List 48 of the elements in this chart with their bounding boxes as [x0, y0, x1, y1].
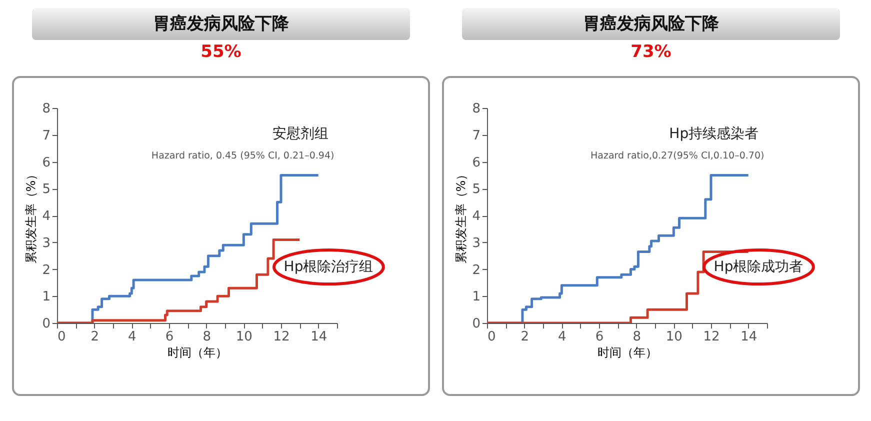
x-tick-label: 12 [273, 330, 290, 344]
series-label: Hp根除成功者 [714, 259, 804, 276]
y-tick-label: 8 [472, 102, 480, 116]
series-label: Hp根除治疗组 [284, 259, 374, 276]
x-axis-title: 时间（年） [598, 346, 658, 360]
chart-title: 胃癌发病风险下降 [462, 8, 840, 40]
x-tick-label: 8 [202, 330, 211, 344]
x-tick-label: 2 [90, 330, 99, 344]
x-tick-label: 10 [666, 330, 682, 344]
y-tick-label: 0 [472, 316, 480, 332]
x-tick-label: 6 [595, 330, 604, 344]
text: Hp持续感染者 [669, 126, 759, 142]
chart-subtitle: 73% [630, 41, 672, 64]
y-tick-label: 5 [42, 182, 50, 198]
x-tick-label: 6 [165, 330, 174, 344]
y-tick-label: 6 [472, 155, 480, 170]
y-tick-label: 4 [472, 209, 480, 224]
y-tick-label: 4 [42, 209, 50, 224]
y-tick-label: 1 [472, 290, 480, 305]
chart-subtitle: 55% [200, 41, 242, 64]
y-tick-label: 2 [472, 262, 480, 278]
y-tick-label: 8 [42, 102, 50, 116]
y-tick-label: 3 [42, 236, 50, 251]
y-axis-title: 累积发生率（%） [24, 168, 38, 264]
x-tick-label: 12 [703, 330, 720, 344]
y-tick-label: 5 [472, 182, 480, 198]
y-axis-title: 累积发生率（%） [454, 168, 468, 264]
x-tick-label: 14 [740, 330, 758, 344]
x-tick-label: 10 [236, 330, 252, 344]
x-tick-label: 0 [488, 330, 496, 344]
annotation: Hazard ratio,0.27(95% CI,0.10–0.70) [590, 150, 764, 162]
text: 安慰剂组 [272, 126, 329, 142]
x-tick-label: 8 [632, 330, 641, 344]
x-tick-label: 4 [128, 330, 136, 344]
x-tick-label: 2 [520, 330, 529, 344]
y-tick-label: 7 [42, 128, 50, 144]
y-tick-label: 1 [42, 290, 50, 305]
x-axis-title: 时间（年） [168, 346, 228, 360]
y-tick-label: 3 [472, 236, 480, 251]
x-tick-label: 0 [58, 330, 66, 344]
y-tick-label: 2 [42, 262, 50, 278]
y-tick-label: 0 [42, 316, 50, 332]
x-tick-label: 4 [558, 330, 566, 344]
chart-title: 胃癌发病风险下降 [32, 8, 410, 40]
y-tick-label: 7 [472, 128, 480, 144]
annotation: Hazard ratio, 0.45 (95% CI, 0.21–0.94) [151, 150, 334, 162]
y-tick-label: 6 [42, 155, 50, 170]
x-tick-label: 14 [310, 330, 328, 344]
